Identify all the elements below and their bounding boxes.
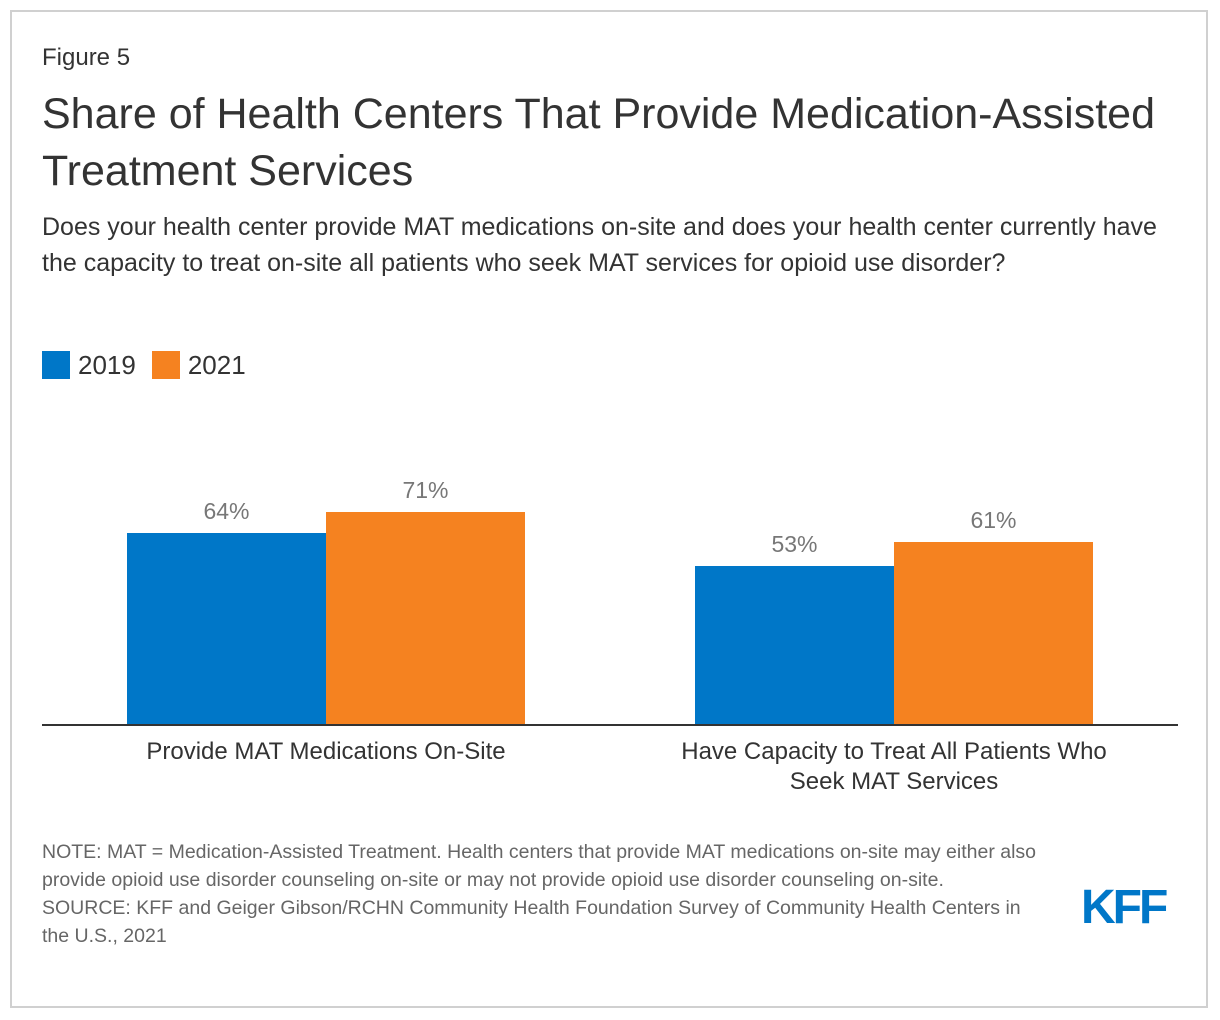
category-label-0: Provide MAT Medications On-Site: [146, 738, 505, 765]
bar-2019-1: [695, 566, 894, 725]
source-text: SOURCE: KFF and Geiger Gibson/RCHN Commu…: [42, 897, 1021, 947]
data-label-2019-1: 53%: [771, 531, 817, 557]
legend-label-2019: 2019: [78, 349, 136, 380]
category-label-1-line-0: Have Capacity to Treat All Patients Who: [681, 738, 1107, 765]
figure-label: Figure 5: [42, 44, 131, 71]
bar-2021-1: [894, 542, 1093, 725]
legend-swatch-2021: [151, 351, 180, 379]
figure-frame: [10, 10, 1208, 1008]
legend-label-2021: 2021: [187, 349, 246, 380]
notes: NOTE: MAT = Medication-Assisted Treatmen…: [42, 838, 1052, 950]
category-label-1-line-1: Seek MAT Services: [790, 768, 999, 795]
bar-2019-0: [127, 533, 326, 725]
chart-title: Share of Health Centers That Provide Med…: [42, 90, 1155, 195]
kff-logo: KFF: [1081, 881, 1168, 934]
legend-item-2019: 2019: [42, 350, 136, 381]
data-label-2019-0: 64%: [203, 498, 249, 524]
chart-subtitle: Does your health center provide MAT medi…: [42, 213, 1157, 277]
data-label-2021-0: 71%: [402, 477, 448, 503]
legend-swatch-2019: [42, 351, 70, 379]
data-label-2021-1: 61%: [970, 507, 1016, 533]
bar-2021-0: [326, 512, 525, 725]
legend-item-2021: 2021: [151, 349, 246, 381]
legend: 2019 2021: [42, 350, 262, 380]
note-text: NOTE: MAT = Medication-Assisted Treatmen…: [42, 841, 1037, 891]
